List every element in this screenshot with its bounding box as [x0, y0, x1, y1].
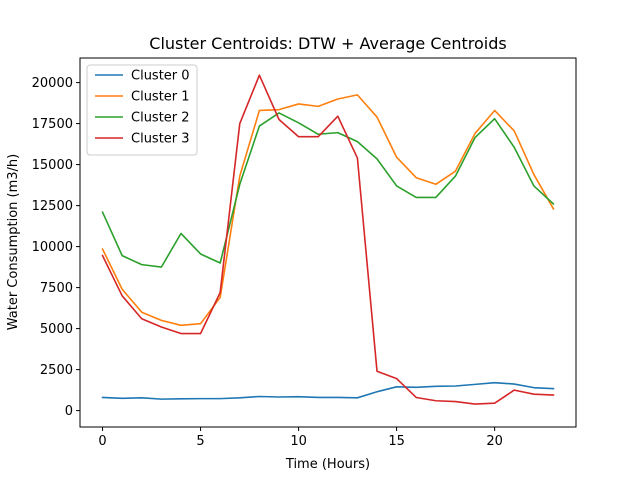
x-tick-label: 20 — [486, 434, 503, 449]
legend: Cluster 0 Cluster 1 Cluster 2 Cluster 3 — [86, 64, 198, 156]
y-tick-label: 20000 — [32, 76, 73, 91]
legend-label: Cluster 3 — [131, 132, 190, 147]
legend-label: Cluster 0 — [131, 69, 190, 84]
y-tick-label: 2500 — [40, 363, 73, 378]
y-tick-label: 7500 — [40, 281, 73, 296]
legend-label: Cluster 1 — [131, 90, 190, 105]
series-line-cluster-0 — [101, 381, 555, 400]
x-tick-label: 10 — [290, 434, 307, 449]
legend-label: Cluster 2 — [131, 111, 190, 126]
series-line-cluster-2 — [101, 112, 555, 268]
y-axis-label: Water Consumption (m3/h) — [6, 154, 21, 331]
y-tick-label: 15000 — [32, 158, 73, 173]
y-tick-label: 5000 — [40, 322, 73, 337]
chart-title: Cluster Centroids: DTW + Average Centroi… — [149, 34, 506, 53]
x-tick-label: 5 — [196, 434, 204, 449]
y-tick-label: 17500 — [32, 117, 73, 132]
y-tick-label: 10000 — [32, 240, 73, 255]
y-tick-label: 0 — [65, 404, 73, 419]
y-axis-ticks: 0 2500 5000 7500 10000 12500 15000 17500 20000 — [32, 76, 80, 419]
x-tick-label: 0 — [98, 434, 106, 449]
series-line-cluster-1 — [101, 94, 555, 327]
x-axis-ticks: 0 5 10 15 20 — [98, 427, 503, 449]
y-tick-label: 12500 — [32, 199, 73, 214]
legend-box — [86, 64, 198, 156]
x-axis-label: Time (Hours) — [285, 457, 370, 472]
x-tick-label: 15 — [388, 434, 405, 449]
axes-frame — [79, 57, 577, 428]
series-line-cluster-3 — [101, 74, 555, 405]
